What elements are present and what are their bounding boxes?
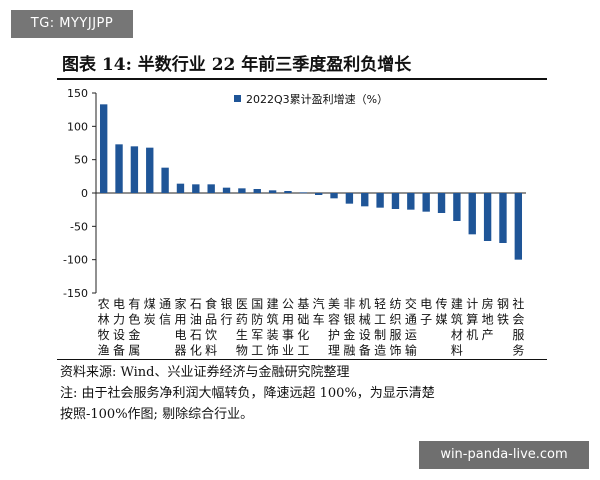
category-labels-layer: 农林牧渔电力设备有色金属煤炭通信家用电器石油石化食品饮料银行医药生物国防军工建筑… xyxy=(98,296,525,358)
category-label: 医药生物 xyxy=(236,297,248,358)
category-label: 家用电器 xyxy=(174,296,186,358)
bar-5 xyxy=(161,167,169,193)
category-label: 有色金属 xyxy=(128,297,140,358)
category-label: 计算机 xyxy=(466,297,478,342)
y-tick-label: -150 xyxy=(63,287,88,300)
y-tick-label: 100 xyxy=(67,120,88,133)
bar-17 xyxy=(345,193,354,204)
category-label: 银行 xyxy=(221,297,233,327)
bar-11 xyxy=(253,189,261,193)
bar-4 xyxy=(146,147,154,193)
category-label: 通信 xyxy=(159,297,171,327)
bar-23 xyxy=(437,193,446,213)
top-rule xyxy=(57,78,547,80)
category-label: 房地产 xyxy=(482,296,494,342)
category-label: 传媒 xyxy=(436,296,448,327)
bar-24 xyxy=(453,193,461,221)
legend: 2022Q3累计盈利增速（%） xyxy=(234,92,388,106)
bar-13 xyxy=(284,191,292,193)
bar-3 xyxy=(130,146,139,193)
notes: 资料来源: Wind、兴业证券经济与金融研究院整理 注: 由于社会服务净利润大幅… xyxy=(60,362,435,425)
bar-25 xyxy=(468,193,476,235)
category-label: 机械设备 xyxy=(359,297,371,358)
bar-22 xyxy=(422,193,430,212)
footnote-line-1: 注: 由于社会服务净利润大幅转负，降速远超 100%，为显示清楚 xyxy=(60,386,435,401)
category-label: 国防军工 xyxy=(251,297,263,358)
category-label: 纺织服饰 xyxy=(389,297,401,358)
footnote-line-2: 按照-100%作图; 剔除综合行业。 xyxy=(60,407,254,422)
category-label: 煤炭 xyxy=(144,297,156,327)
category-label: 建筑材料 xyxy=(451,297,463,358)
category-label: 非银金融 xyxy=(343,297,355,358)
bar-1 xyxy=(99,104,108,193)
category-label: 建筑装饰 xyxy=(267,297,279,358)
y-tick-label: -50 xyxy=(70,220,88,233)
bar-16 xyxy=(330,193,338,199)
category-label: 钢铁 xyxy=(497,297,509,327)
bar-12 xyxy=(268,190,277,193)
bar-8 xyxy=(207,184,215,193)
bar-26 xyxy=(483,193,492,241)
bar-27 xyxy=(499,193,507,243)
bar-2 xyxy=(115,144,123,193)
axis-layer: 150 100 50 0 -50 -100 -150 xyxy=(63,87,526,300)
y-tick-label: 0 xyxy=(81,187,88,200)
category-label: 食品饮料 xyxy=(205,296,217,358)
category-label: 社会服务 xyxy=(512,296,524,358)
bar-7 xyxy=(192,184,200,193)
bar-15 xyxy=(314,193,323,195)
source-note: 资料来源: Wind、兴业证券经济与金融研究院整理 xyxy=(60,365,350,380)
figure-title: 图表 14: 半数行业 22 年前三季度盈利负增长 xyxy=(62,55,412,75)
category-label: 电子 xyxy=(420,297,432,327)
y-tick-label: 150 xyxy=(67,87,88,100)
bar-6 xyxy=(176,183,185,193)
y-tick-label: -100 xyxy=(63,254,88,267)
category-label: 石油石化 xyxy=(190,297,202,358)
bar-14 xyxy=(299,192,308,194)
bar-21 xyxy=(407,193,415,210)
category-label: 美容护理 xyxy=(328,297,340,358)
category-label: 基础化工 xyxy=(297,297,309,358)
bar-19 xyxy=(376,193,384,208)
category-label: 电力设备 xyxy=(113,297,125,358)
category-label: 农林牧渔 xyxy=(98,297,110,358)
telegram-watermark: TG: MYYJJPP xyxy=(11,10,133,38)
category-label: 轻工制造 xyxy=(374,297,386,358)
category-label: 交通运输 xyxy=(405,296,417,358)
bar-18 xyxy=(361,193,369,207)
legend-swatch xyxy=(234,95,241,102)
bottom-rule xyxy=(57,359,547,360)
bar-20 xyxy=(391,193,400,209)
bar-10 xyxy=(238,188,246,193)
bars-layer xyxy=(99,104,523,260)
bar-28 xyxy=(514,193,523,260)
category-label: 汽车 xyxy=(313,296,325,327)
category-label: 公用事业 xyxy=(282,297,294,358)
legend-label: 2022Q3累计盈利增速（%） xyxy=(246,92,388,106)
bar-9 xyxy=(222,187,231,193)
site-watermark: win-panda-live.com xyxy=(419,441,589,469)
y-tick-label: 50 xyxy=(74,154,88,167)
